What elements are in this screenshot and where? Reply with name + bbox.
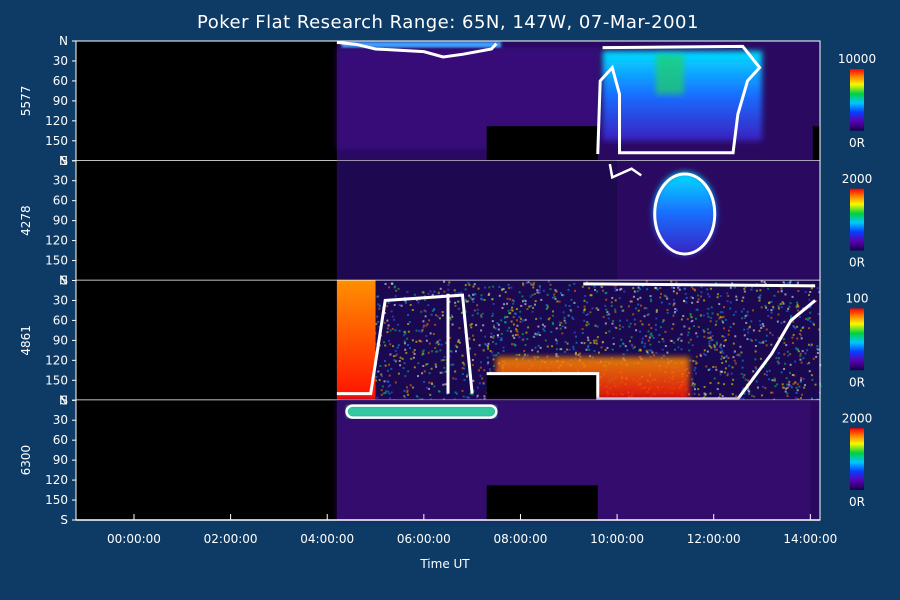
y-tick-label: 120 (45, 353, 68, 367)
saturation-contour (336, 282, 817, 401)
x-tick-label: 12:00:00 (687, 532, 741, 546)
x-tick-label: 08:00:00 (494, 532, 548, 546)
no-data-block (486, 485, 598, 520)
colorbar (850, 69, 864, 131)
y-tick-label: 120 (45, 114, 68, 128)
panel-4861: N 30 60 90 120 150 S 4861 100 0R (19, 274, 868, 408)
colorbar-min-label: 0R (849, 375, 865, 389)
colorbar-min-label: 0R (849, 136, 865, 150)
colorbar (850, 308, 864, 371)
x-tick-label: 00:00:00 (107, 532, 161, 546)
panel-label: 5577 (19, 86, 33, 117)
y-tick-label: 60 (53, 433, 68, 447)
saturated-region (336, 280, 376, 401)
colorbar (850, 428, 864, 490)
panel-6300: N 30 60 90 120 150 S 6300 2000 0R (19, 393, 872, 527)
y-tick-label: S (60, 513, 68, 527)
y-tick-label: 90 (53, 94, 68, 108)
bright-arc (341, 41, 502, 48)
x-tick-label: 10:00:00 (590, 532, 644, 546)
bright-band (346, 405, 497, 418)
y-tick-label: 30 (53, 54, 68, 68)
y-tick-label: 60 (53, 313, 68, 327)
panel-label: 4861 (19, 325, 33, 356)
y-tick-label: 150 (45, 254, 68, 268)
no-data-block (486, 373, 598, 401)
y-tick-label: 120 (45, 473, 68, 487)
x-tick-label: 14:00:00 (783, 532, 837, 546)
saturation-contour (608, 163, 642, 180)
y-tick-label: 30 (53, 293, 68, 307)
y-tick-label: 90 (53, 453, 68, 467)
intense-band (652, 171, 717, 256)
y-tick-label: 60 (53, 194, 68, 208)
y-tick-label: 30 (53, 413, 68, 427)
y-tick-label: 150 (45, 493, 68, 507)
no-data-block (812, 126, 820, 161)
y-tick-label: N (59, 274, 68, 288)
y-tick-label: S (60, 274, 68, 288)
y-tick-label: 150 (45, 134, 68, 148)
colorbar-min-label: 0R (849, 495, 865, 509)
saturation-contour (653, 172, 717, 256)
x-tick-label: 02:00:00 (204, 532, 258, 546)
y-tick-label: N (59, 34, 68, 48)
green-core (655, 54, 684, 95)
colorbar-max-label: 2000 (842, 172, 873, 186)
panel-label: 6300 (19, 445, 33, 476)
no-data-block (486, 126, 598, 161)
y-tick-label: 90 (53, 333, 68, 347)
diffuse-emission (336, 160, 618, 281)
panel-label: 4278 (19, 205, 33, 236)
colorbar-max-label: 100 (846, 292, 869, 306)
panel-4278: N 30 60 90 120 150 S 4278 2000 0R (19, 154, 872, 288)
x-axis-label: Time UT (419, 557, 470, 571)
y-tick-label: S (60, 154, 68, 168)
y-tick-label: 150 (45, 373, 68, 387)
colorbar-min-label: 0R (849, 256, 865, 270)
panel-5577: N 30 60 90 120 150 S 5577 10000 0R (19, 34, 876, 168)
colorbar-max-label: 10000 (838, 52, 876, 66)
y-tick-label: N (59, 393, 68, 407)
saturation-contour (596, 44, 762, 155)
colorbar (850, 188, 864, 251)
plot-frame (75, 40, 821, 521)
x-tick-label: 04:00:00 (300, 532, 354, 546)
y-tick-label: 120 (45, 234, 68, 248)
y-tick-label: 90 (53, 214, 68, 228)
saturation-contour (336, 40, 498, 59)
chart-title: Poker Flat Research Range: 65N, 147W, 07… (197, 12, 699, 33)
y-tick-label: 30 (53, 174, 68, 188)
saturation-contour (345, 404, 498, 419)
y-tick-label: S (60, 393, 68, 407)
colorbar-max-label: 2000 (842, 411, 873, 425)
y-tick-label: N (59, 154, 68, 168)
y-tick-label: 60 (53, 74, 68, 88)
x-tick-label: 06:00:00 (397, 532, 451, 546)
